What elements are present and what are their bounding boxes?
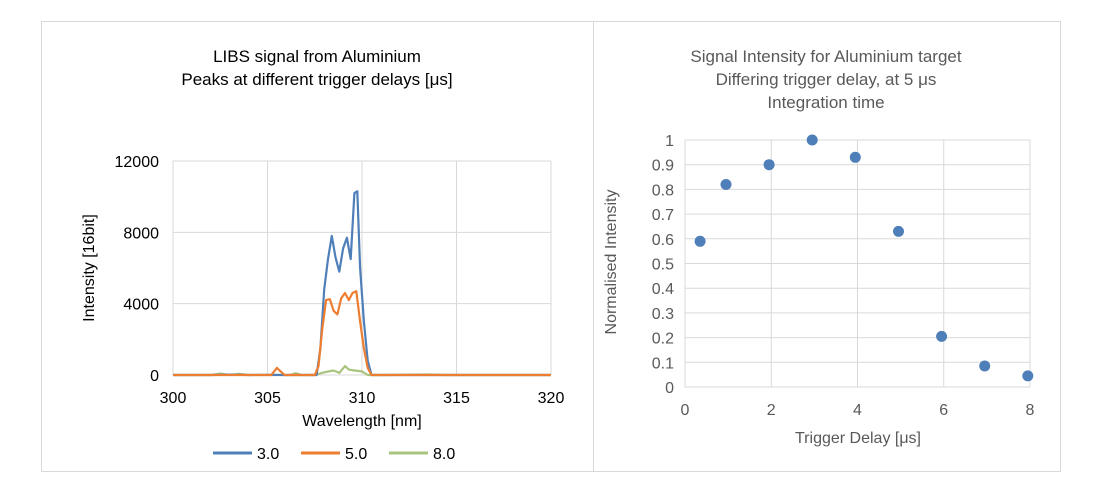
chart2-data-point [694, 235, 706, 247]
chart2-y-tick-label: 0.2 [652, 331, 674, 348]
chart1-tick-labels: 0 4000 8000 12000 300 305 310 315 320 [115, 154, 565, 407]
chart1-x-tick-label: 300 [160, 390, 187, 407]
chart1-x-tick-label: 315 [443, 390, 470, 407]
chart1-x-tick-label: 310 [349, 390, 376, 407]
chart2-x-tick-label: 6 [939, 402, 948, 419]
chart2-y-tick-label: 0.6 [652, 232, 674, 249]
chart1-title-line2: Peaks at different trigger delays [μs] [181, 70, 452, 89]
chart2-tick-labels: 0 0.1 0.2 0.3 0.4 0.5 0.6 0.7 0.8 0.9 1 0 2 4 6 8 [652, 133, 1035, 419]
chart-panel-right [593, 21, 1061, 472]
chart2-x-tick-label: 8 [1026, 402, 1035, 419]
chart2-data-point [849, 151, 861, 163]
chart1-x-tick-label: 305 [254, 390, 281, 407]
chart1-title-line1: LIBS signal from Aluminium [213, 47, 421, 66]
chart2-y-tick-label: 0.4 [652, 281, 674, 298]
chart2-x-tick-label: 4 [853, 402, 862, 419]
chart2-x-tick-label: 0 [681, 402, 690, 419]
chart2-data-point [806, 134, 818, 146]
chart1-legend-label-8.0: 8.0 [433, 446, 455, 463]
chart1-legend-label-3.0: 3.0 [257, 446, 279, 463]
chart1-legend-label-5.0: 5.0 [345, 446, 367, 463]
chart2-y-tick-label: 0 [665, 380, 674, 397]
chart1-series-line-5.0 [173, 290, 551, 377]
chart2-data-point [893, 225, 904, 237]
chart1-y-tick-label: 8000 [123, 225, 159, 242]
chart2-data-point [936, 330, 948, 342]
chart2-title-line1: Signal Intensity for Aluminium target [690, 47, 961, 66]
chart-panel-left [41, 21, 595, 472]
chart1-x-axis-title: Wavelength [nm] [302, 413, 421, 430]
chart2-title-line3: Integration time [767, 93, 884, 112]
chart2-points-group [694, 134, 1034, 382]
chart2-x-tick-label: 2 [767, 402, 776, 419]
chart1-y-tick-label: 12000 [115, 154, 160, 171]
chart2-y-tick-label: 0.1 [652, 355, 674, 372]
chart2-data-point [1022, 370, 1034, 382]
chart2-data-point [979, 360, 991, 372]
chart2-data-point [763, 159, 775, 171]
chart1-x-tick-label: 320 [538, 390, 565, 407]
chart2-y-tick-label: 0.7 [652, 207, 674, 224]
chart2-y-tick-label: 0.3 [652, 306, 674, 323]
chart1-y-tick-label: 0 [150, 368, 159, 385]
chart2-x-axis-title: Trigger Delay [μs] [795, 430, 921, 447]
chart1-y-axis-title: Intensity [16bit] [81, 214, 98, 322]
chart2-y-tick-label: 0.5 [652, 257, 674, 274]
chart1-y-tick-label: 4000 [123, 297, 159, 314]
chart1-legend: 3.0 5.0 8.0 [213, 446, 455, 463]
chart2-y-tick-label: 0.8 [652, 182, 674, 199]
chart2-title-line2: Differing trigger delay, at 5 μs [716, 70, 937, 89]
chart2-y-tick-label: 1 [665, 133, 674, 150]
chart2-data-point [720, 179, 732, 190]
chart1-series-group [173, 190, 551, 377]
chart2-gridlines [684, 139, 1031, 388]
chart2-y-axis-title: Normalised Intensity [603, 190, 620, 335]
chart2-y-tick-label: 0.9 [652, 158, 674, 175]
